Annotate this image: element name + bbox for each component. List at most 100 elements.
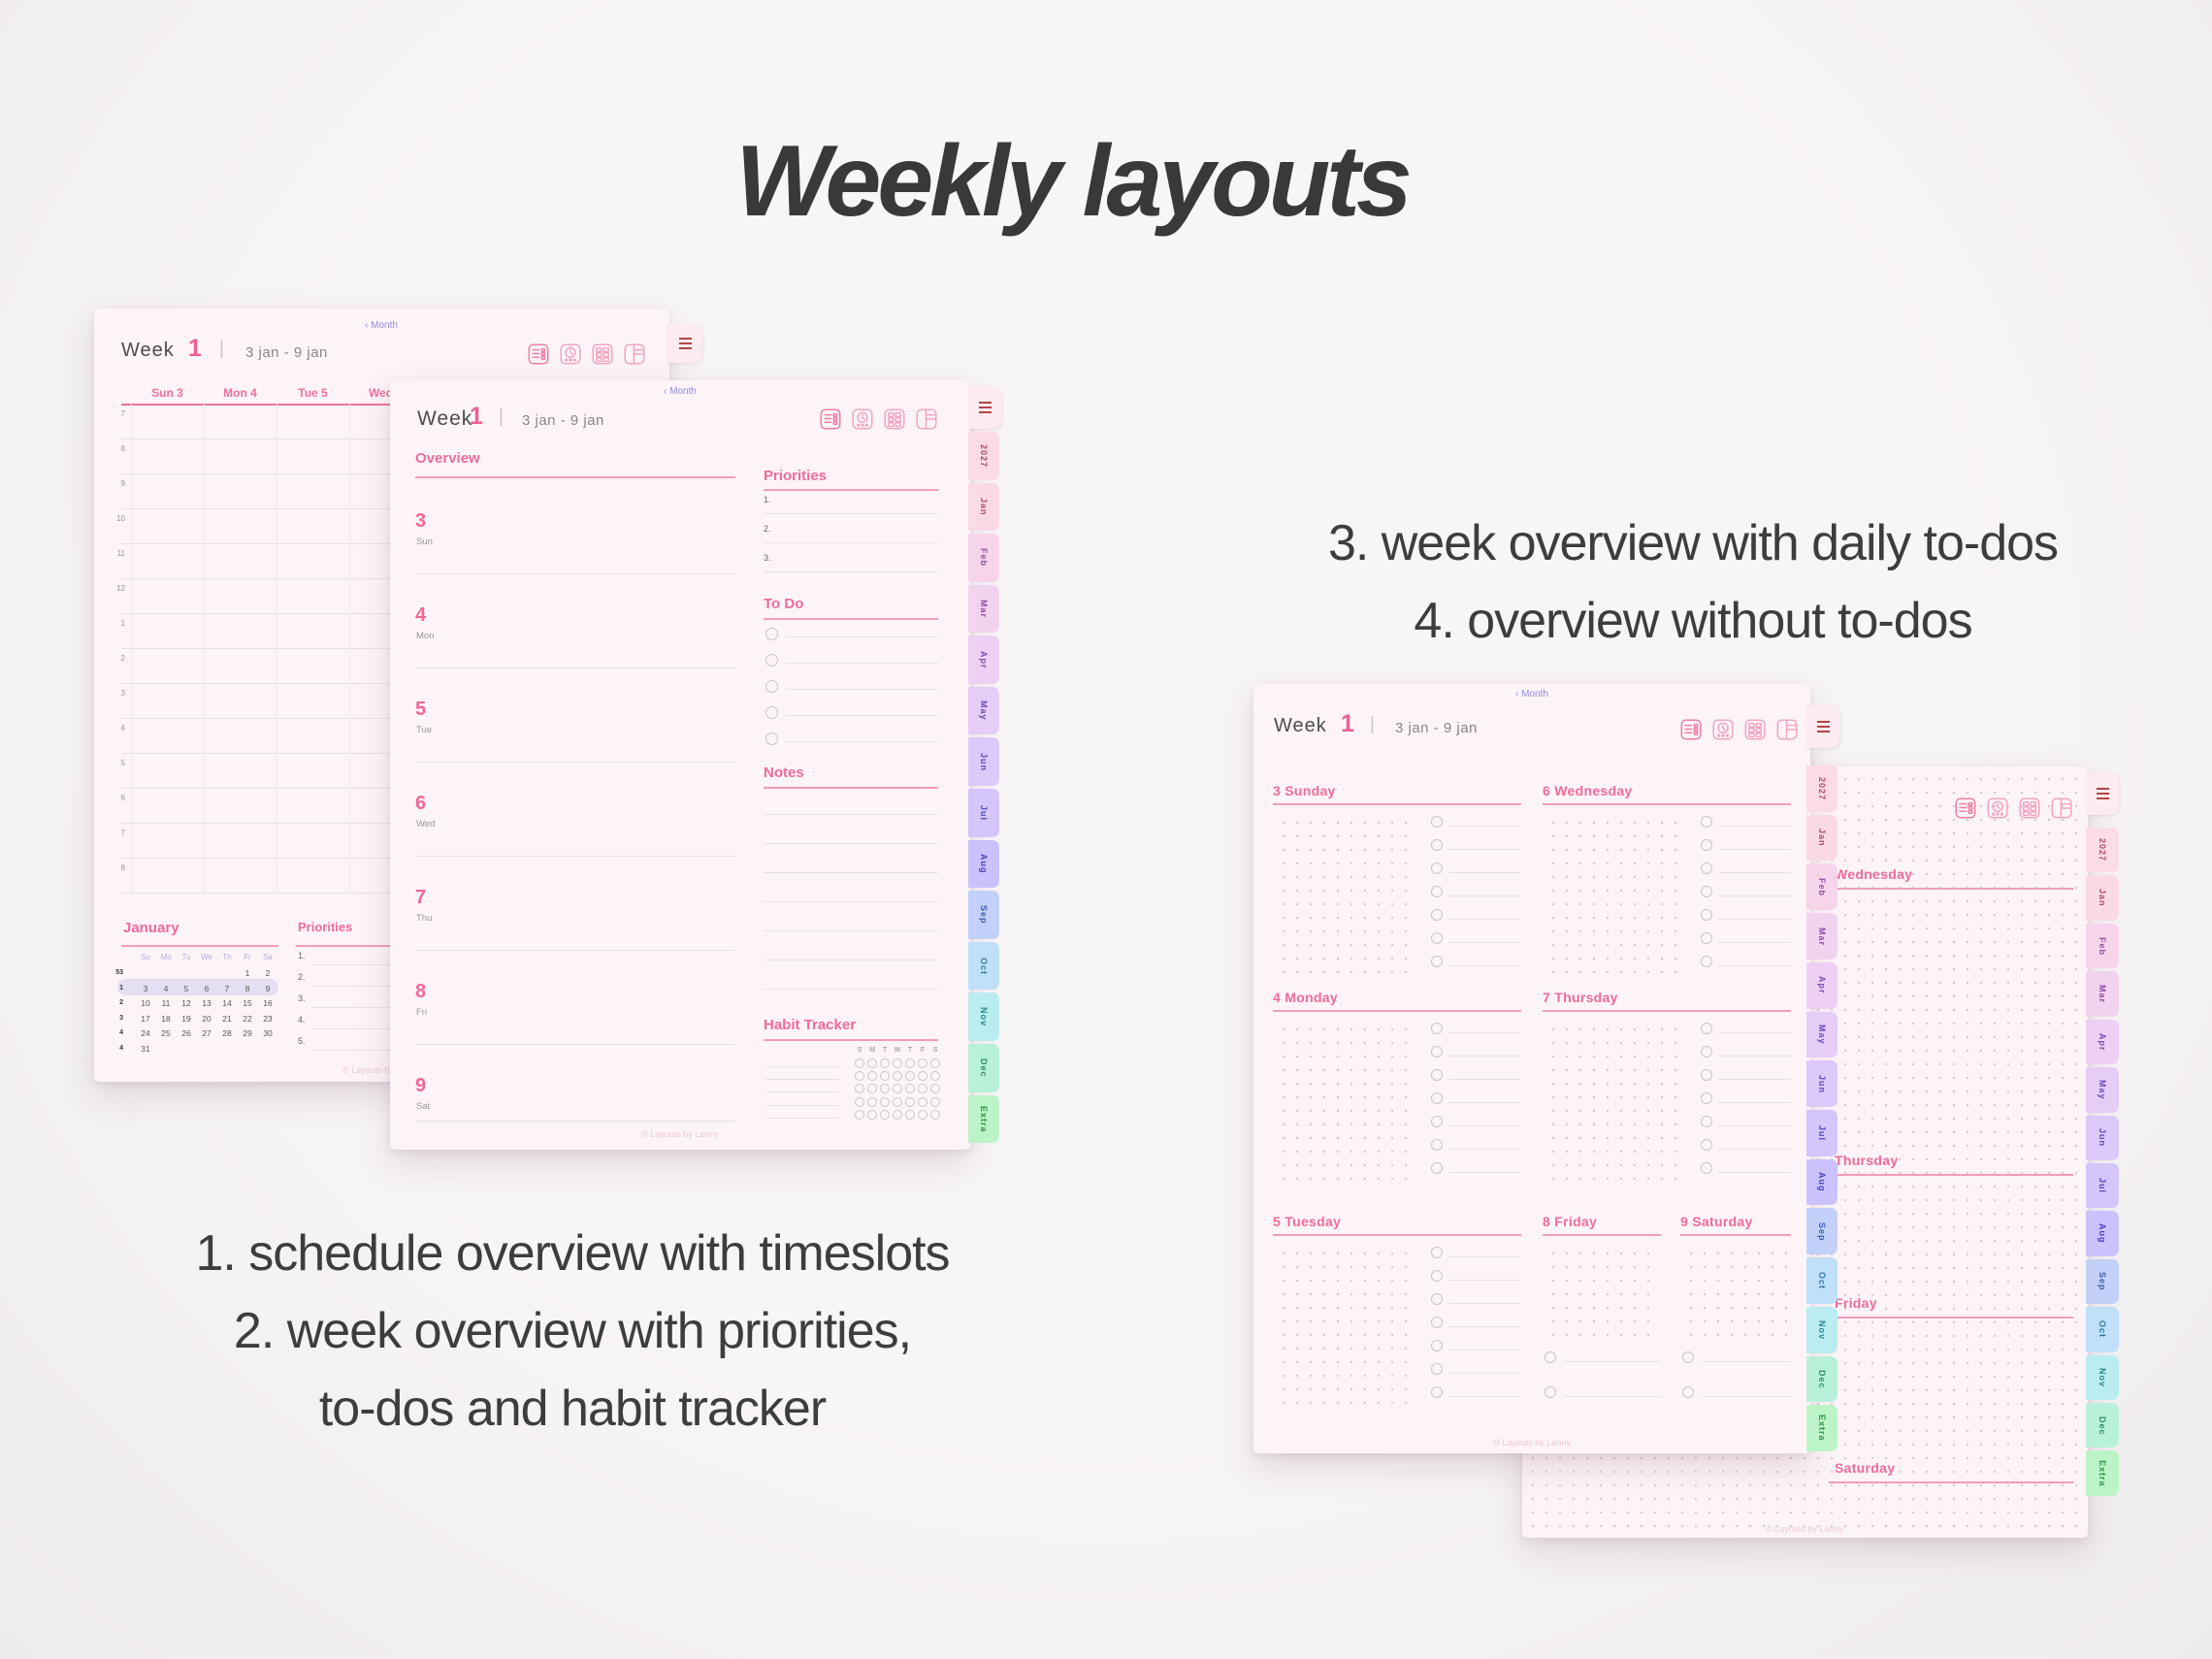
- todo-checkbox[interactable]: [1701, 932, 1712, 944]
- month-tab-feb[interactable]: Feb: [1806, 863, 1838, 911]
- habit-checkbox[interactable]: [855, 1096, 864, 1107]
- month-tab-2027[interactable]: 2027: [968, 432, 999, 480]
- habit-checkbox[interactable]: [855, 1084, 864, 1094]
- month-tab-may[interactable]: May: [1806, 1011, 1838, 1058]
- todo-checkbox[interactable]: [1431, 862, 1443, 874]
- todo-checkbox[interactable]: [1701, 956, 1712, 967]
- habit-checkbox[interactable]: [893, 1096, 902, 1107]
- month-tab-jan[interactable]: Jan: [1806, 814, 1838, 862]
- month-back-link[interactable]: ‹ Month: [365, 320, 398, 331]
- habit-checkbox[interactable]: [880, 1096, 890, 1107]
- todo-checkbox[interactable]: [765, 628, 778, 640]
- habit-checkbox[interactable]: [930, 1058, 940, 1068]
- habit-checkbox[interactable]: [880, 1058, 890, 1068]
- schedule-view-icon[interactable]: [558, 342, 583, 367]
- list-view-icon[interactable]: [818, 407, 843, 432]
- habit-checkbox[interactable]: [855, 1071, 864, 1082]
- todo-checkbox[interactable]: [1701, 1023, 1712, 1034]
- month-tab-aug[interactable]: Aug: [2086, 1211, 2119, 1256]
- month-tab-may[interactable]: May: [2086, 1067, 2119, 1113]
- month-tab-sep[interactable]: Sep: [968, 891, 999, 939]
- habit-checkbox[interactable]: [867, 1109, 877, 1120]
- todo-checkbox[interactable]: [1701, 1162, 1712, 1174]
- month-tab-extra[interactable]: Extra: [1806, 1405, 1838, 1452]
- todo-checkbox[interactable]: [1431, 886, 1443, 897]
- todo-checkbox[interactable]: [1545, 1351, 1556, 1363]
- month-tab-jun[interactable]: Jun: [2086, 1115, 2119, 1160]
- month-back-link[interactable]: ‹ Month: [664, 386, 697, 397]
- todo-checkbox[interactable]: [1431, 1340, 1443, 1351]
- todo-checkbox[interactable]: [1701, 1116, 1712, 1127]
- habit-checkbox[interactable]: [918, 1058, 927, 1068]
- split-view-icon[interactable]: [1774, 717, 1800, 742]
- month-tab-apr[interactable]: Apr: [968, 635, 999, 684]
- month-tab-feb[interactable]: Feb: [968, 534, 999, 582]
- todo-checkbox[interactable]: [1545, 1386, 1556, 1398]
- month-tab-extra[interactable]: Extra: [968, 1094, 999, 1144]
- month-tab-nov[interactable]: Nov: [2086, 1354, 2119, 1401]
- month-tab-jul[interactable]: Jul: [2086, 1162, 2119, 1209]
- month-tab-apr[interactable]: Apr: [1806, 961, 1838, 1009]
- todo-checkbox[interactable]: [1431, 1139, 1443, 1151]
- habit-checkbox[interactable]: [855, 1058, 864, 1068]
- menu-tab[interactable]: [667, 324, 702, 363]
- month-tab-sep[interactable]: Sep: [2086, 1258, 2119, 1305]
- habit-checkbox[interactable]: [930, 1071, 940, 1082]
- todo-checkbox[interactable]: [765, 732, 778, 745]
- todo-checkbox[interactable]: [1701, 1069, 1712, 1081]
- todo-checkbox[interactable]: [1431, 1386, 1443, 1398]
- menu-tab[interactable]: [2086, 772, 2119, 815]
- todo-checkbox[interactable]: [1701, 1139, 1712, 1151]
- todo-checkbox[interactable]: [1701, 816, 1712, 828]
- month-tab-dec[interactable]: Dec: [1806, 1355, 1838, 1403]
- todo-checkbox[interactable]: [1431, 1069, 1443, 1081]
- habit-checkbox[interactable]: [918, 1071, 927, 1082]
- habit-checkbox[interactable]: [880, 1109, 890, 1120]
- habit-checkbox[interactable]: [918, 1109, 927, 1120]
- month-tab-oct[interactable]: Oct: [2086, 1307, 2119, 1352]
- todo-checkbox[interactable]: [1431, 1247, 1443, 1258]
- habit-checkbox[interactable]: [905, 1071, 915, 1082]
- habit-checkbox[interactable]: [893, 1084, 902, 1094]
- habit-checkbox[interactable]: [867, 1084, 877, 1094]
- schedule-view-icon[interactable]: [850, 407, 875, 432]
- habit-checkbox[interactable]: [905, 1058, 915, 1068]
- habit-checkbox[interactable]: [893, 1109, 902, 1120]
- todo-checkbox[interactable]: [1431, 1363, 1443, 1375]
- habit-checkbox[interactable]: [867, 1058, 877, 1068]
- month-tab-aug[interactable]: Aug: [968, 839, 999, 889]
- todo-checkbox[interactable]: [1701, 839, 1712, 851]
- month-tab-nov[interactable]: Nov: [1806, 1306, 1838, 1353]
- month-tab-jan[interactable]: Jan: [2086, 875, 2119, 921]
- todo-checkbox[interactable]: [1431, 932, 1443, 944]
- habit-checkbox[interactable]: [855, 1109, 864, 1120]
- habit-checkbox[interactable]: [918, 1084, 927, 1094]
- month-tab-sep[interactable]: Sep: [1806, 1208, 1838, 1255]
- month-tab-feb[interactable]: Feb: [2086, 923, 2119, 969]
- todo-checkbox[interactable]: [1682, 1386, 1694, 1398]
- grid-view-icon[interactable]: [590, 342, 615, 367]
- month-tab-mar[interactable]: Mar: [968, 584, 999, 634]
- todo-checkbox[interactable]: [1431, 1092, 1443, 1104]
- grid-view-icon[interactable]: [2017, 796, 2042, 821]
- menu-tab[interactable]: [968, 386, 1001, 429]
- todo-checkbox[interactable]: [1431, 1293, 1443, 1305]
- habit-checkbox[interactable]: [905, 1084, 915, 1094]
- month-tab-nov[interactable]: Nov: [968, 992, 999, 1041]
- todo-checkbox[interactable]: [1431, 1270, 1443, 1282]
- month-tab-mar[interactable]: Mar: [2086, 971, 2119, 1017]
- habit-checkbox[interactable]: [867, 1071, 877, 1082]
- todo-checkbox[interactable]: [1431, 1116, 1443, 1127]
- month-tab-2027[interactable]: 2027: [2086, 828, 2119, 873]
- todo-checkbox[interactable]: [1431, 1317, 1443, 1328]
- menu-tab[interactable]: [1806, 705, 1839, 748]
- todo-checkbox[interactable]: [1701, 862, 1712, 874]
- habit-checkbox[interactable]: [930, 1096, 940, 1107]
- month-tab-jun[interactable]: Jun: [1806, 1060, 1838, 1108]
- schedule-view-icon[interactable]: [1710, 717, 1736, 742]
- schedule-view-icon[interactable]: [1985, 796, 2010, 821]
- todo-checkbox[interactable]: [765, 706, 778, 719]
- month-tab-2027[interactable]: 2027: [1806, 765, 1838, 812]
- month-tab-mar[interactable]: Mar: [1806, 913, 1838, 960]
- list-view-icon[interactable]: [1678, 717, 1704, 742]
